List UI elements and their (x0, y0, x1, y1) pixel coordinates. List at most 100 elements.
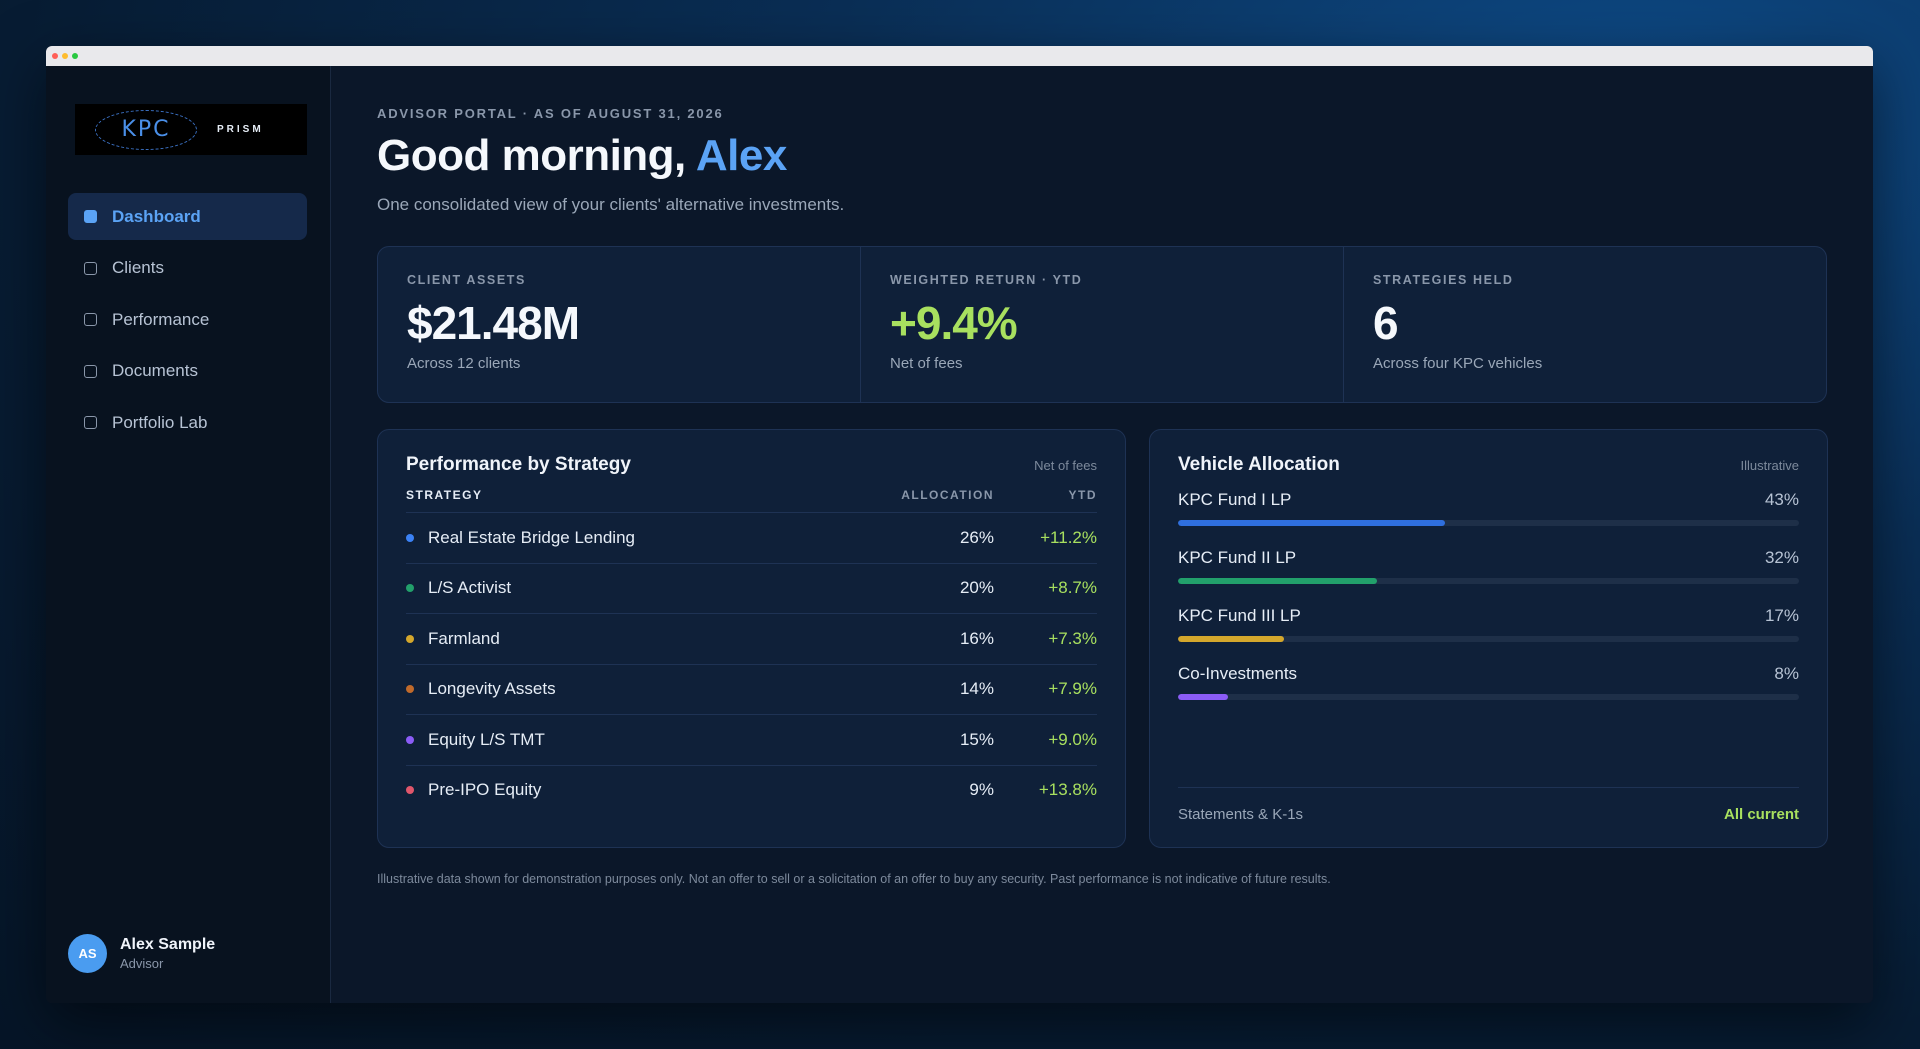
strategy-cell: Farmland (406, 629, 884, 649)
user-name: Alex Sample (120, 936, 216, 953)
sidebar-item-label: Dashboard (112, 206, 201, 226)
strategy-color-dot (406, 634, 414, 643)
vehicle-name: KPC Fund III LP (1178, 606, 1301, 625)
strategy-color-dot (406, 786, 414, 795)
kpi-label: WEIGHTED RETURN · YTD (890, 273, 1083, 287)
allocation-bar-fill (1178, 694, 1228, 700)
kpi-label: CLIENT ASSETS (407, 273, 526, 287)
dashboard-icon (84, 210, 97, 223)
maximize-window-icon[interactable] (72, 53, 78, 59)
strategy-name: Farmland (428, 628, 500, 648)
allocation-item: Co-Investments 8% (1178, 664, 1799, 700)
close-window-icon[interactable] (52, 53, 58, 59)
card-note: Net of fees (1034, 458, 1097, 473)
allocation-cell: 16% (959, 628, 994, 648)
allocation-bar-fill (1178, 636, 1284, 642)
allocation-bar-fill (1178, 578, 1377, 584)
table-row[interactable]: L/S Activist 20% +8.7% (406, 564, 1097, 614)
ytd-cell: +7.3% (1048, 628, 1097, 648)
strategy-color-dot (406, 735, 414, 744)
allocation-cell: 26% (959, 527, 994, 547)
table-row[interactable]: Equity L/S TMT 15% +9.0% (406, 715, 1097, 766)
kpi-strategies-held: STRATEGIES HELD 6 Across four KPC vehicl… (1344, 247, 1826, 402)
table-row[interactable]: Farmland 16% +7.3% (406, 614, 1097, 665)
minimize-window-icon[interactable] (62, 53, 68, 59)
table-row[interactable]: Pre-IPO Equity 9% +13.8% (406, 766, 1097, 816)
table-row[interactable]: Real Estate Bridge Lending 26% +11.2% (406, 513, 1097, 564)
kpi-value: 6 (1373, 297, 1399, 349)
strategy-color-dot (406, 584, 414, 593)
ytd-cell: +7.9% (1048, 679, 1097, 699)
strategy-cell: Pre-IPO Equity (406, 780, 884, 800)
sidebar-item-label: Performance (112, 309, 210, 329)
allocation-cell: 9% (969, 780, 994, 800)
vehicle-name: KPC Fund I LP (1178, 490, 1292, 509)
kpi-sub: Net of fees (890, 355, 963, 372)
user-profile[interactable]: AS Alex Sample Advisor (68, 934, 215, 973)
documents-icon (84, 364, 97, 378)
sidebar-nav: Dashboard Clients Performance Documents … (68, 193, 307, 451)
strategy-name: Equity L/S TMT (428, 729, 545, 749)
statements-footer[interactable]: Statements & K-1s All current (1178, 787, 1799, 823)
allocation-item: KPC Fund II LP 32% (1178, 548, 1799, 584)
strategy-name: Pre-IPO Equity (428, 780, 542, 800)
user-role: Advisor (120, 956, 164, 971)
vehicle-name: KPC Fund II LP (1178, 548, 1297, 567)
column-header-ytd[interactable]: YTD (1068, 488, 1097, 502)
ytd-cell: +13.8% (1038, 780, 1097, 800)
column-header-allocation[interactable]: ALLOCATION (901, 488, 994, 502)
sidebar-item-documents[interactable]: Documents (68, 348, 307, 395)
sidebar-item-performance[interactable]: Performance (68, 296, 307, 343)
strategy-cell: Equity L/S TMT (406, 730, 884, 750)
allocation-item: KPC Fund III LP 17% (1178, 606, 1799, 642)
strategy-cell: L/S Activist (406, 578, 884, 598)
window-titlebar (46, 46, 1873, 66)
ytd-cell: +9.0% (1048, 729, 1097, 749)
greeting-prefix: Good morning, (377, 131, 696, 180)
allocation-cell: 20% (959, 578, 994, 598)
kpi-weighted-return: WEIGHTED RETURN · YTD +9.4% Net of fees (861, 247, 1344, 402)
kpi-label: STRATEGIES HELD (1373, 273, 1514, 287)
allocation-bar-track (1178, 636, 1799, 642)
column-header-strategy[interactable]: STRATEGY (406, 488, 483, 502)
clients-icon (84, 261, 97, 275)
ytd-cell: +8.7% (1048, 578, 1097, 598)
performance-card: Performance by Strategy Net of fees STRA… (377, 429, 1126, 848)
card-title: Performance by Strategy (406, 454, 631, 475)
disclaimer: Illustrative data shown for demonstratio… (377, 872, 1331, 886)
brand-logo[interactable]: KPC PRISM (75, 104, 307, 155)
greeting-name: Alex (695, 131, 787, 180)
portfolio-lab-icon (84, 416, 97, 429)
sidebar-item-label: Documents (112, 361, 198, 380)
strategy-name: Real Estate Bridge Lending (428, 527, 635, 547)
kpi-sub: Across 12 clients (407, 355, 521, 372)
strategy-color-dot (406, 533, 414, 542)
allocation-bar-track (1178, 520, 1799, 526)
sidebar: KPC PRISM Dashboard Clients Performance (46, 66, 331, 1003)
vehicle-allocation-card: Vehicle Allocation Illustrative KPC Fund… (1149, 429, 1828, 848)
card-note: Illustrative (1740, 458, 1799, 473)
statements-status: All current (1723, 806, 1799, 823)
logo-mark: KPC (95, 109, 197, 150)
vehicle-percent: 43% (1764, 490, 1799, 509)
statements-label: Statements & K-1s (1178, 806, 1304, 823)
sidebar-item-label: Portfolio Lab (112, 412, 208, 432)
strategy-name: Longevity Assets (428, 679, 556, 699)
allocation-item: KPC Fund I LP 43% (1178, 490, 1799, 526)
sidebar-item-portfolio-lab[interactable]: Portfolio Lab (68, 399, 307, 446)
sidebar-item-clients[interactable]: Clients (68, 245, 307, 292)
vehicle-percent: 8% (1774, 664, 1799, 683)
allocation-list: KPC Fund I LP 43% KPC Fund II LP 32% KPC Fun… (1178, 490, 1799, 700)
sidebar-item-dashboard[interactable]: Dashboard (68, 193, 307, 240)
sidebar-item-label: Clients (112, 258, 164, 277)
strategy-cell: Real Estate Bridge Lending (406, 528, 884, 548)
kpi-strip: CLIENT ASSETS $21.48M Across 12 clients … (377, 246, 1827, 403)
table-row[interactable]: Longevity Assets 14% +7.9% (406, 665, 1097, 715)
ytd-cell: +11.2% (1040, 527, 1097, 547)
avatar: AS (68, 934, 107, 973)
page-title: Good morning, Alex (377, 131, 787, 181)
allocation-bar-fill (1178, 520, 1446, 526)
performance-icon (84, 313, 97, 326)
allocation-bar-track (1178, 578, 1799, 584)
performance-table: STRATEGY ALLOCATION YTD Real Estate Brid… (406, 488, 1097, 815)
